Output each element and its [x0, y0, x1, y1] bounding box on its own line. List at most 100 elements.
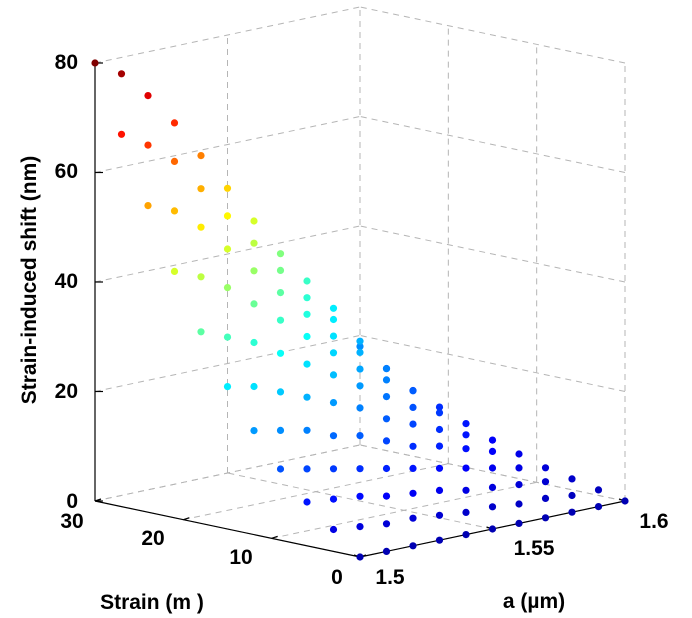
data-point — [329, 399, 338, 407]
data-point — [462, 464, 470, 472]
data-point — [462, 420, 470, 428]
data-points — [91, 59, 629, 561]
data-point — [541, 478, 550, 486]
side-wall-grid-line — [359, 335, 626, 392]
data-point — [276, 388, 285, 396]
z-tick-label: 0 — [66, 490, 78, 513]
data-point — [197, 273, 205, 281]
data-point — [276, 426, 285, 434]
data-point — [250, 300, 258, 308]
data-point — [329, 315, 338, 324]
back-wall-grid-line — [94, 6, 361, 64]
data-point — [303, 277, 311, 285]
data-point — [356, 365, 364, 373]
data-point — [223, 383, 232, 391]
data-point — [382, 376, 391, 384]
data-point — [356, 342, 364, 350]
data-point — [541, 514, 550, 522]
data-point — [515, 519, 523, 528]
data-point — [170, 119, 179, 127]
data-point — [568, 475, 576, 483]
data-point — [409, 542, 417, 550]
data-point — [276, 349, 285, 357]
data-point — [223, 212, 232, 220]
data-point — [409, 442, 417, 450]
data-point — [515, 481, 523, 489]
data-point — [303, 310, 311, 318]
data-point — [197, 185, 205, 193]
side-wall-grid-line — [359, 225, 626, 283]
data-point — [250, 239, 258, 247]
back-wall-grid-line — [94, 335, 361, 392]
data-point — [329, 349, 338, 357]
data-point — [382, 437, 391, 445]
data-point — [462, 508, 470, 516]
back-wall-grid-line — [94, 116, 361, 173]
z-tick-label: 20 — [55, 380, 78, 403]
data-point — [303, 360, 311, 368]
data-point — [144, 202, 152, 210]
data-point — [435, 464, 444, 472]
back-wall-grid-line — [94, 225, 361, 283]
data-point — [488, 503, 497, 511]
data-point — [356, 553, 364, 561]
data-point — [356, 382, 364, 390]
x-tick-label: 1.6 — [639, 510, 668, 533]
data-point — [356, 348, 364, 356]
data-point — [223, 245, 232, 253]
data-point — [621, 497, 629, 505]
x-axis-label: a (µm) — [503, 590, 565, 613]
data-point — [276, 465, 285, 473]
strain-tick-mark — [183, 517, 190, 521]
data-point — [541, 464, 550, 472]
data-point — [250, 338, 258, 347]
data-point — [462, 531, 470, 539]
y-tick-label: 30 — [60, 510, 83, 533]
side-wall-grid-line — [359, 116, 626, 173]
data-point — [329, 371, 338, 379]
data-point — [170, 207, 179, 215]
data-point — [91, 59, 99, 67]
data-point — [594, 486, 603, 494]
data-point — [382, 365, 391, 373]
data-point — [276, 316, 285, 324]
data-point — [409, 464, 417, 472]
z-tick-label: 40 — [55, 270, 78, 293]
data-point — [382, 415, 391, 423]
data-point — [276, 250, 285, 258]
grid-lines — [94, 6, 626, 558]
data-point — [515, 464, 523, 472]
data-point — [435, 511, 444, 519]
data-point — [435, 403, 444, 411]
data-point — [568, 508, 576, 516]
data-point — [382, 464, 391, 473]
data-point — [356, 465, 364, 473]
data-point — [435, 425, 444, 434]
data-point — [197, 328, 205, 336]
back-wall-grid-line — [94, 444, 361, 502]
data-point — [197, 152, 205, 160]
z-tick-label: 60 — [55, 160, 78, 183]
data-point — [541, 494, 550, 502]
data-point — [144, 92, 152, 100]
data-point — [435, 409, 444, 417]
data-point — [515, 500, 523, 508]
data-point — [144, 141, 152, 149]
data-point — [329, 332, 338, 340]
data-point — [276, 289, 285, 297]
data-point — [594, 503, 603, 511]
data-point — [197, 223, 205, 231]
data-point — [409, 420, 417, 428]
data-point — [250, 382, 258, 391]
data-point — [382, 393, 391, 401]
strain-tick-mark — [271, 535, 278, 539]
z-tick-label: 80 — [55, 51, 78, 74]
side-wall-grid-line — [359, 6, 626, 64]
data-point — [117, 70, 126, 78]
data-point — [250, 267, 258, 275]
data-point — [329, 432, 338, 440]
data-point — [382, 547, 391, 556]
data-point — [356, 523, 364, 531]
data-point — [462, 431, 470, 439]
data-point — [329, 495, 338, 503]
